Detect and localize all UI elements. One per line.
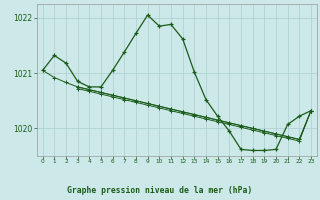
Text: Graphe pression niveau de la mer (hPa): Graphe pression niveau de la mer (hPa) (68, 186, 252, 195)
